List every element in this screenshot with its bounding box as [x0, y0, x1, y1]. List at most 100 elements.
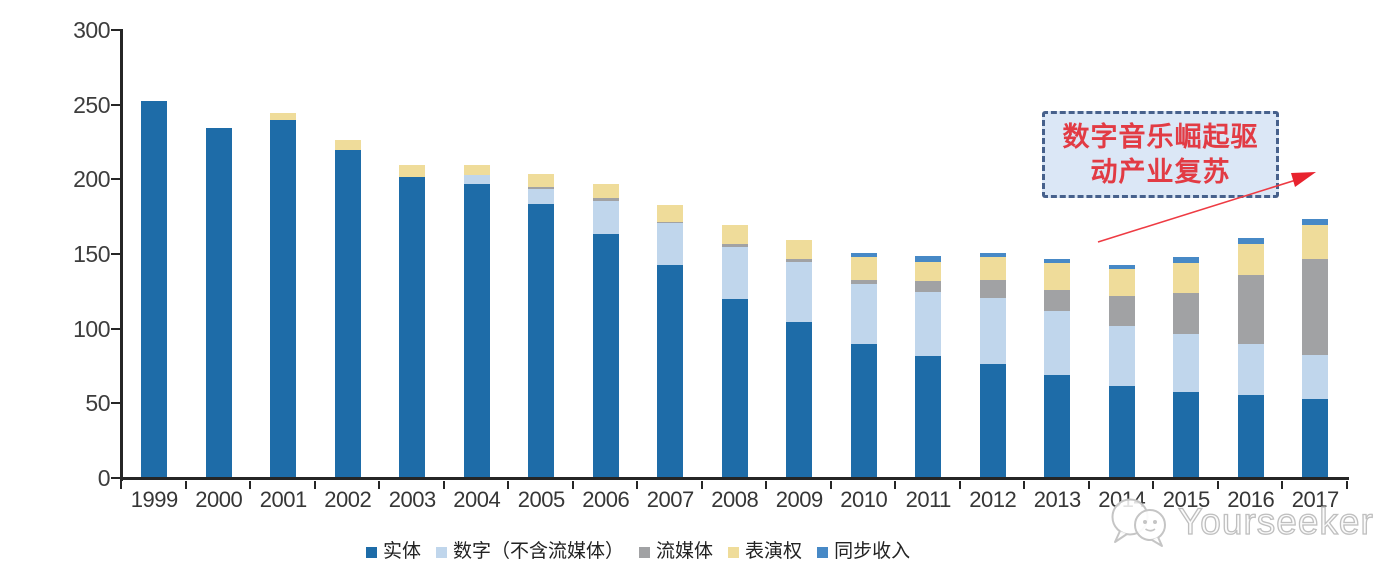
x-axis-category-label: 2005: [517, 487, 565, 512]
legend-label: 同步收入: [834, 541, 911, 562]
x-axis-category-label: 2003: [388, 487, 436, 512]
chart-legend: 实体 数字（不含流媒体） 流媒体 表演权 同步收入: [366, 541, 910, 563]
bar-segment-2007: [657, 221, 684, 224]
bar-segment-2014: [1108, 385, 1135, 477]
bar-segment-2006: [592, 197, 619, 201]
x-axis-category-label: 2000: [195, 487, 243, 512]
legend-marker-icon: [366, 546, 377, 558]
legend-label: 流媒体: [656, 541, 714, 562]
bar-segment-2008: [721, 247, 748, 300]
y-axis-tick-label: 150: [73, 241, 110, 267]
x-axis-category-label: 2012: [969, 487, 1017, 512]
bar-segment-2014: [1108, 264, 1135, 270]
legend-item: 流媒体: [639, 541, 713, 563]
y-axis-tick: [111, 178, 120, 181]
bar-segment-2015: [1173, 257, 1200, 264]
x-axis-tick: [442, 481, 445, 489]
x-axis-tick: [249, 481, 251, 489]
x-axis-category-label: 2009: [775, 487, 823, 512]
bar-segment-1999: [141, 100, 168, 477]
bar-segment-2009: [786, 239, 813, 259]
x-axis-tick: [1023, 481, 1025, 489]
y-axis-tick-label: 300: [73, 17, 110, 43]
bar-segment-2003: [399, 176, 426, 477]
bar-segment-2001: [270, 112, 297, 121]
legend-marker-icon: [639, 546, 651, 558]
bar-segment-2017: [1302, 218, 1329, 225]
bar-segment-2017: [1302, 399, 1329, 477]
bar-segment-2010: [850, 279, 877, 285]
bar-segment-2007: [657, 205, 684, 222]
x-axis-tick: [313, 481, 316, 489]
x-axis-category-label: 2004: [453, 487, 501, 512]
x-axis-tick: [1087, 481, 1090, 489]
x-axis-category-label: 2013: [1033, 487, 1081, 512]
bar-segment-2013: [1044, 290, 1071, 312]
x-axis-tick: [829, 481, 832, 489]
bar-segment-2015: [1173, 333, 1200, 392]
legend-marker-icon: [436, 546, 448, 558]
bar-segment-2014: [1108, 326, 1135, 386]
x-axis-category-label: 2007: [646, 487, 694, 512]
x-axis-tick: [894, 481, 896, 489]
legend-item: 表演权: [728, 541, 802, 563]
bar-segment-2017: [1302, 224, 1329, 259]
legend-label: 实体: [383, 541, 422, 562]
legend-label: 表演权: [745, 541, 803, 562]
bar-segment-2004: [463, 164, 490, 176]
bar-segment-2001: [270, 120, 297, 477]
legend-item: 同步收入: [817, 541, 910, 563]
bar-segment-2012: [979, 279, 1006, 298]
bar-segment-2011: [915, 356, 942, 477]
x-axis-tick: [636, 481, 638, 489]
x-axis-category-label: 1999: [130, 487, 178, 512]
x-axis-tick: [378, 481, 380, 489]
x-axis-tick: [1281, 481, 1283, 489]
bar-segment-2016: [1237, 344, 1264, 395]
y-axis-tick-label: 100: [73, 315, 110, 342]
bar-segment-2007: [657, 223, 684, 265]
bar-segment-2017: [1302, 354, 1329, 400]
bar-segment-2012: [979, 257, 1006, 280]
x-axis-tick: [1345, 481, 1348, 489]
y-axis-tick: [111, 253, 120, 255]
bar-segment-2014: [1108, 296, 1135, 327]
bar-segment-2012: [979, 297, 1006, 364]
x-axis-category-label: 2011: [905, 487, 952, 512]
y-axis-tick: [111, 477, 120, 479]
annotation-text-line1: 数字音乐崛起驱: [1062, 121, 1259, 153]
bar-segment-2008: [721, 299, 748, 477]
x-axis-tick: [1152, 481, 1154, 489]
y-axis-tick-label: 50: [85, 390, 110, 417]
legend-item: 实体: [366, 541, 421, 563]
bar-segment-2016: [1237, 244, 1264, 276]
bar-segment-2015: [1173, 391, 1200, 477]
bar-segment-2013: [1044, 375, 1071, 477]
bar-segment-2013: [1044, 263, 1071, 291]
bar-segment-2004: [463, 175, 490, 185]
bar-segment-2016: [1237, 394, 1264, 477]
bar-segment-2004: [463, 184, 490, 477]
watermark: Yourseeker: [1106, 496, 1374, 548]
legend-item: 数字（不含流媒体）: [436, 541, 624, 563]
x-axis-category-label: 2006: [582, 487, 630, 512]
bar-segment-2002: [334, 139, 361, 150]
x-axis-category-label: 2015: [1162, 487, 1210, 512]
legend-label: 数字（不含流媒体）: [453, 541, 625, 562]
bar-segment-2003: [399, 164, 426, 177]
x-axis-tick: [765, 481, 767, 489]
y-axis-tick-label: 0: [97, 465, 111, 491]
bar-segment-2002: [334, 149, 361, 477]
bar-segment-2000: [205, 127, 232, 477]
y-axis-tick: [111, 29, 120, 31]
x-axis-category-label: 2017: [1291, 487, 1339, 512]
y-axis-line: [120, 29, 123, 481]
x-axis-tick: [184, 481, 187, 489]
x-axis-tick: [1216, 481, 1219, 489]
bar-segment-2015: [1173, 293, 1200, 334]
bar-segment-2007: [657, 264, 684, 477]
y-axis-tick: [111, 103, 120, 106]
bar-segment-2016: [1237, 275, 1264, 345]
bar-segment-2011: [915, 281, 942, 292]
bar-segment-2016: [1237, 238, 1264, 245]
